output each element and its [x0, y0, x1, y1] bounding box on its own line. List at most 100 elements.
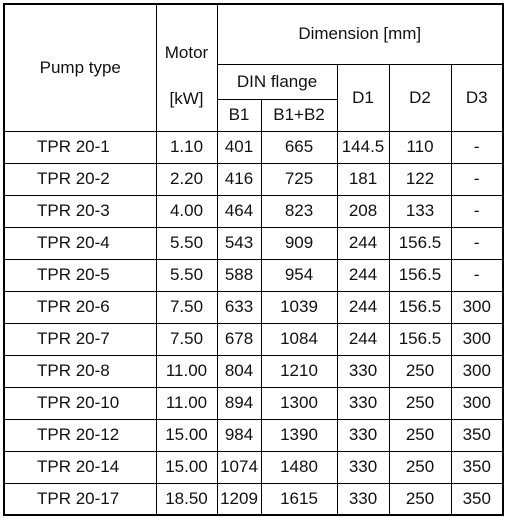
- data-cell: 250: [388, 418, 452, 452]
- data-cell: 1300: [260, 386, 338, 420]
- pump-table: Pump type Motor [kW] Dimension [mm] DIN …: [3, 3, 504, 516]
- data-cell: 330: [336, 450, 390, 484]
- data-cell: 300: [450, 322, 504, 356]
- data-cell: 15.00: [155, 450, 218, 484]
- data-row: TPR 20-4 5.50 543 909 244 156.5-: [3, 226, 504, 260]
- data-cell: 804: [216, 354, 262, 388]
- data-cell: 894: [216, 386, 262, 420]
- pump-type-cell: TPR 20-10: [3, 386, 157, 420]
- data-cell: 156.5: [388, 322, 452, 356]
- data-cell: -: [450, 162, 504, 196]
- data-cell: 1390: [260, 418, 338, 452]
- data-cell: 18.50: [155, 482, 218, 516]
- data-row: TPR 20-2 2.20 416 725 181 122-: [3, 162, 504, 196]
- data-cell: 350: [450, 450, 504, 484]
- data-cell: 330: [336, 386, 390, 420]
- data-cell: 725: [260, 162, 338, 196]
- header-text: Motor: [164, 43, 209, 62]
- pump-type-cell: TPR 20-6: [3, 290, 157, 324]
- data-cell: 7.50: [155, 290, 218, 324]
- pump-type-cell: TPR 20-7: [3, 322, 157, 356]
- data-cell: 133: [388, 194, 452, 228]
- data-cell: 1209: [216, 482, 262, 516]
- table-body: Pump type Motor [kW] Dimension [mm] DIN …: [3, 3, 504, 516]
- data-cell: 156.5: [388, 290, 452, 324]
- data-cell: 144.5: [336, 130, 390, 164]
- pump-type-cell: TPR 20-14: [3, 450, 157, 484]
- pump-type-cell: TPR 20-12: [3, 418, 157, 452]
- data-cell: 633: [216, 290, 262, 324]
- data-cell: 588: [216, 258, 262, 292]
- data-cell: 11.00: [155, 386, 218, 420]
- data-cell: 1074: [216, 450, 262, 484]
- data-cell: 156.5: [388, 226, 452, 260]
- data-cell: 1615: [260, 482, 338, 516]
- header-row: DIN flange D1 D2 D3: [4, 63, 504, 132]
- data-row: TPR 20-17 18.50 1209 1615 330 250 350: [3, 482, 504, 516]
- header-cell: DIN flange: [216, 63, 338, 100]
- header-row: B1 B1+B2: [4, 98, 503, 132]
- data-cell: 665: [260, 130, 338, 164]
- data-cell: 11.00: [155, 354, 218, 388]
- data-cell: 250: [388, 354, 452, 388]
- data-cell: 909: [260, 226, 338, 260]
- data-cell: 15.00: [155, 418, 218, 452]
- header-cell: D1: [336, 63, 390, 132]
- pump-type-cell: TPR 20-1: [3, 130, 157, 164]
- data-cell: 7.50: [155, 322, 218, 356]
- pump-type-cell: TPR 20-5: [3, 258, 157, 292]
- data-cell: -: [450, 226, 504, 260]
- data-cell: 678: [216, 322, 262, 356]
- data-cell: 330: [336, 354, 390, 388]
- pump-type-cell: TPR 20-3: [3, 194, 157, 228]
- data-row: TPR 20-3 4.00 464 823 208 133-: [3, 194, 504, 228]
- data-cell: 244: [336, 258, 390, 292]
- data-row: TPR 20-14 15.00 1074 1480 330 250 350: [3, 450, 504, 484]
- data-row: TPR 20-8 11.00 804 1210 330 250 300: [3, 354, 504, 388]
- data-cell: 330: [336, 482, 390, 516]
- data-cell: 181: [336, 162, 390, 196]
- data-cell: 244: [336, 290, 390, 324]
- data-cell: 244: [336, 322, 390, 356]
- data-cell: 4.00: [155, 194, 218, 228]
- header-cell: Pump type: [3, 3, 157, 132]
- data-cell: 330: [336, 418, 390, 452]
- data-cell: 122: [388, 162, 452, 196]
- data-cell: -: [450, 194, 504, 228]
- data-cell: 350: [450, 418, 504, 452]
- data-row: TPR 20-7 7.50 678 1084 244 156.5 300: [3, 322, 504, 356]
- header-cell: D2: [388, 63, 452, 132]
- pump-type-cell: TPR 20-8: [3, 354, 157, 388]
- data-cell: 5.50: [155, 258, 218, 292]
- data-cell: 300: [450, 386, 504, 420]
- data-cell: 1039: [260, 290, 338, 324]
- header-text: [kW]: [169, 89, 204, 108]
- data-cell: 300: [450, 354, 504, 388]
- data-cell: 1.10: [155, 130, 218, 164]
- table-wrapper: Pump type Motor [kW] Dimension [mm] DIN …: [3, 3, 504, 516]
- data-row: TPR 20-6 7.50 633 1039 244 156.5 300: [3, 290, 504, 324]
- data-cell: 1480: [260, 450, 338, 484]
- data-cell: 250: [388, 482, 452, 516]
- data-cell: 110: [388, 130, 452, 164]
- data-cell: 1210: [260, 354, 338, 388]
- data-cell: 300: [450, 290, 504, 324]
- header-cell: B1+B2: [260, 98, 338, 132]
- data-cell: 1084: [260, 322, 338, 356]
- pump-type-cell: TPR 20-17: [3, 482, 157, 516]
- data-cell: -: [450, 130, 504, 164]
- data-cell: 244: [336, 226, 390, 260]
- data-cell: 156.5: [388, 258, 452, 292]
- data-row: TPR 20-10 11.00 894 1300 330 250 300: [3, 386, 504, 420]
- data-cell: 2.20: [155, 162, 218, 196]
- pump-type-cell: TPR 20-4: [3, 226, 157, 260]
- data-cell: 350: [450, 482, 504, 516]
- data-cell: 464: [216, 194, 262, 228]
- data-cell: 416: [216, 162, 262, 196]
- data-cell: 984: [216, 418, 262, 452]
- data-cell: 5.50: [155, 226, 218, 260]
- data-row: TPR 20-5 5.50 588 954 244 156.5-: [3, 258, 504, 292]
- header-cell: D3: [450, 63, 504, 132]
- data-cell: 823: [260, 194, 338, 228]
- data-row: TPR 20-1 1.10 401 665 144.5 110-: [3, 130, 504, 164]
